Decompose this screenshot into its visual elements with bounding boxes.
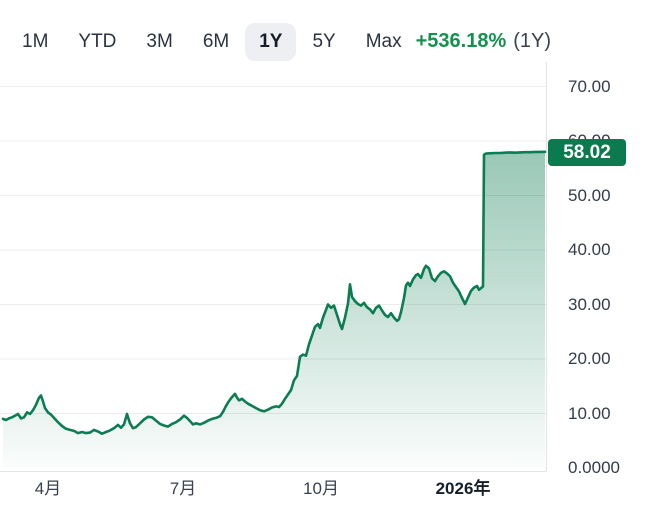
range-tab-5y[interactable]: 5Y	[312, 30, 336, 52]
price-line	[1, 150, 547, 435]
price-area	[3, 151, 545, 469]
y-axis-label: 20.00	[568, 349, 611, 368]
change-summary: +536.18% (1Y)	[416, 30, 551, 53]
y-axis-label: 0.0000	[568, 458, 620, 477]
range-tab-3m[interactable]: 3M	[146, 30, 173, 52]
x-axis-label: 10月	[303, 479, 339, 498]
last-price-badge: 58.02	[548, 139, 626, 166]
range-tab-1y[interactable]: 1Y	[245, 22, 297, 61]
y-axis-label: 70.00	[568, 76, 611, 96]
x-axis-label: 7月	[169, 479, 197, 498]
range-tab-1m[interactable]: 1M	[22, 30, 49, 52]
y-axis-label: 40.00	[568, 240, 611, 259]
range-toolbar: 1M YTD 3M 6M 1Y 5Y Max +536.18% (1Y)	[22, 22, 551, 61]
range-tab-ytd[interactable]: YTD	[78, 30, 117, 52]
y-axis-label: 10.00	[568, 403, 611, 423]
range-tab-max[interactable]: Max	[365, 30, 402, 52]
y-axis-label: 30.00	[568, 294, 611, 314]
y-axis-label: 50.00	[568, 185, 611, 205]
x-axis-label: 4月	[34, 479, 62, 498]
range-tab-6m[interactable]: 6M	[202, 30, 230, 52]
x-axis-label: 2026年	[435, 479, 491, 498]
change-percent: +536.18%	[415, 30, 507, 52]
change-period-label: (1Y)	[513, 30, 552, 52]
